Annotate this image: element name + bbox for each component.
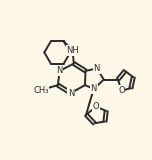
Text: NH: NH — [66, 46, 79, 55]
Text: N: N — [68, 89, 74, 98]
Text: O: O — [118, 86, 125, 95]
Text: N: N — [56, 66, 63, 76]
Text: N: N — [91, 84, 97, 93]
Text: N: N — [94, 64, 100, 73]
Text: CH₃: CH₃ — [33, 86, 48, 95]
Text: O: O — [93, 102, 99, 111]
